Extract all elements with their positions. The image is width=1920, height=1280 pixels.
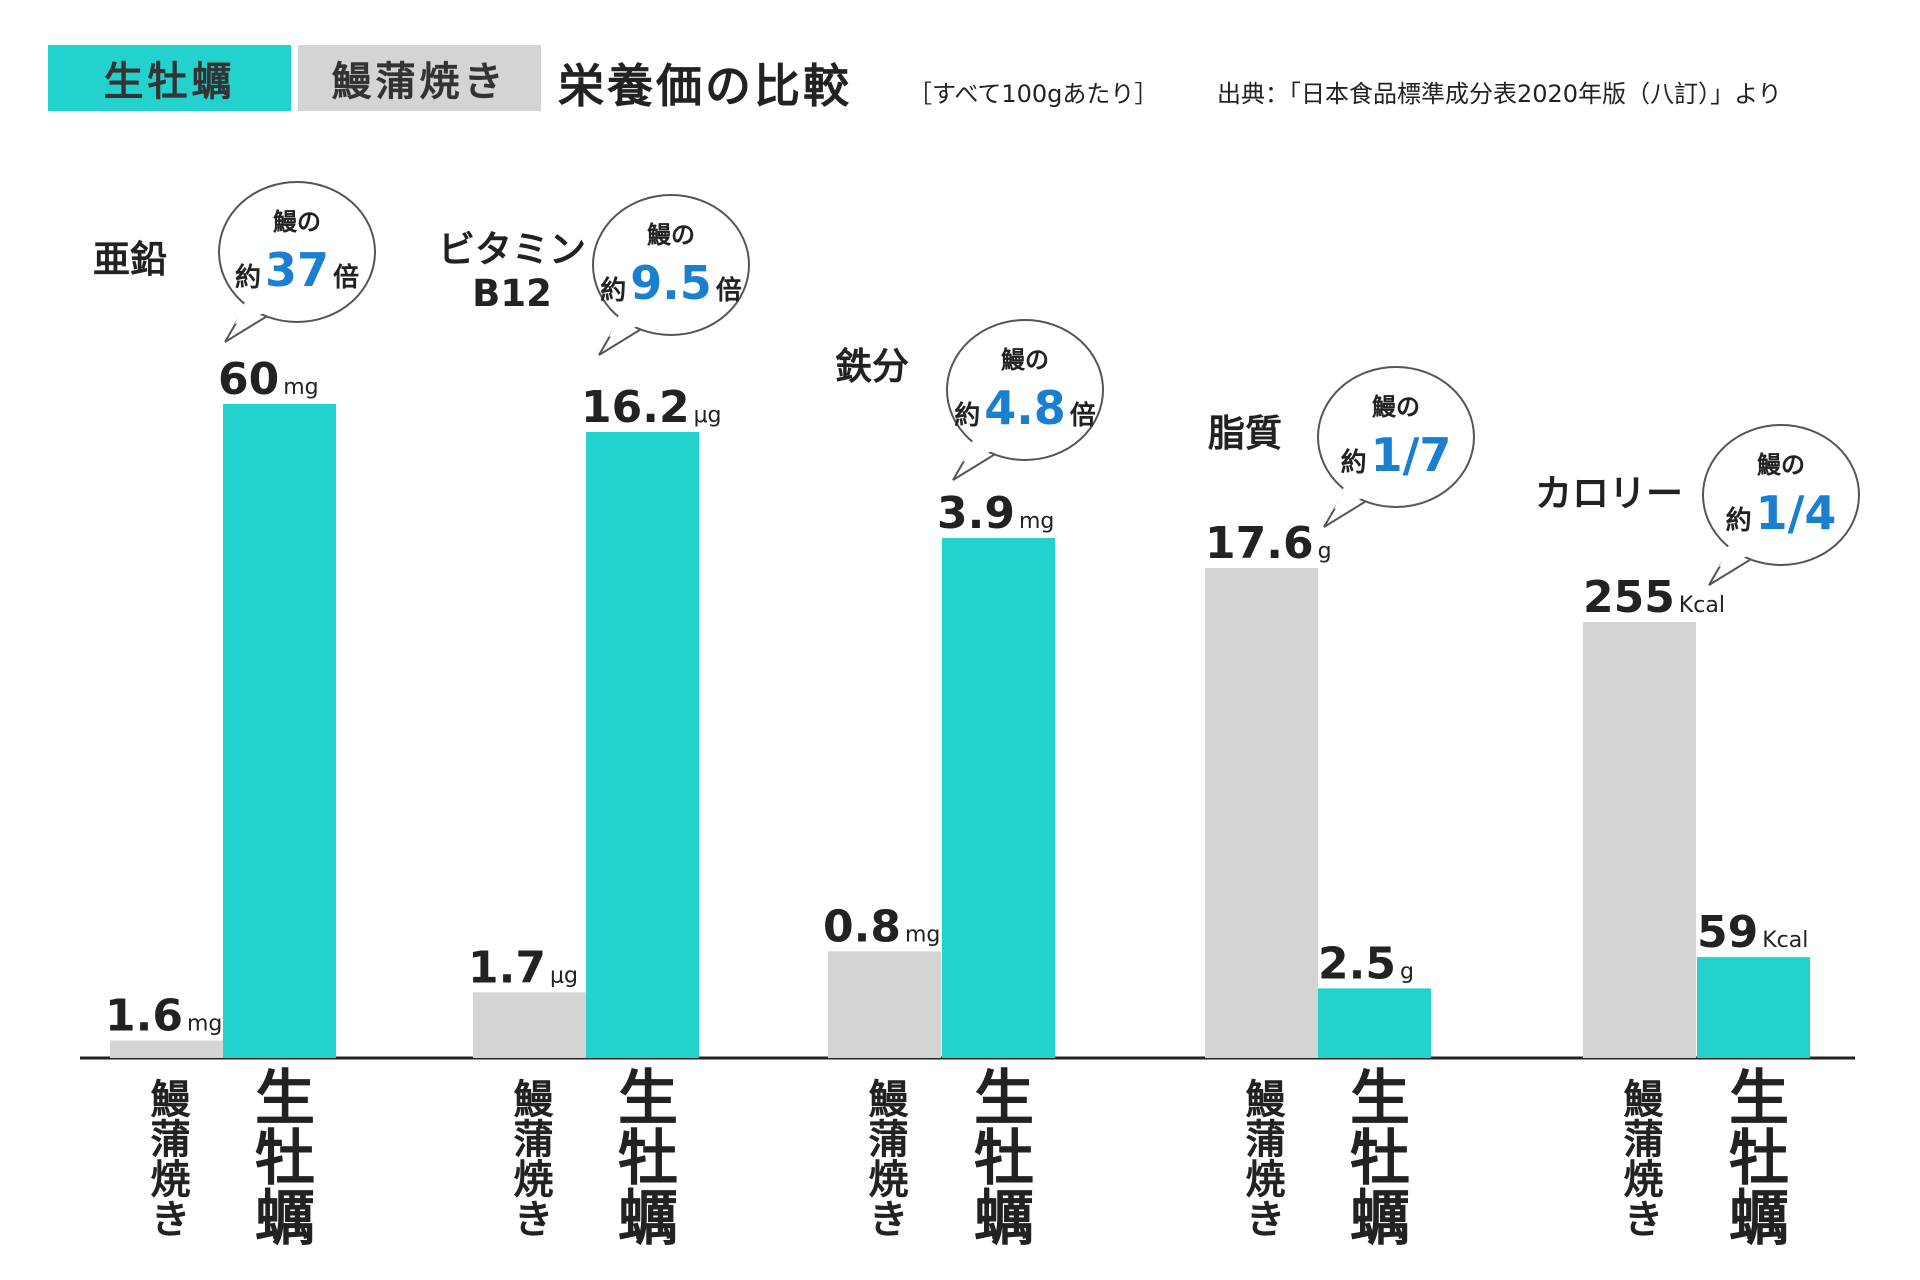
bubble-ratio-0: 約37 倍 <box>235 243 359 297</box>
nutrient-title-3: 脂質 <box>1208 412 1282 456</box>
nutrient-title-line: ビタミン <box>438 228 586 271</box>
bubble-line1-1: 鰻の <box>647 221 695 249</box>
bar-oyster-1 <box>586 432 699 1058</box>
category-eel-2: 鰻蒲焼き <box>861 1078 908 1238</box>
unit-note: ［すべて100gあたり］ <box>908 80 1159 108</box>
bubble-ratio-4: 約1/4 <box>1726 486 1837 540</box>
bubble-1 <box>592 194 750 336</box>
bubble-tail-cover-4 <box>1719 545 1751 567</box>
bubble-ratio-2: 約4.8 倍 <box>954 381 1096 435</box>
nutrient-title-2: 鉄分 <box>835 345 909 389</box>
value-eel-1: 1.7 μg <box>468 942 578 993</box>
value-oyster-4: 59 Kcal <box>1697 907 1808 958</box>
bar-oyster-3 <box>1318 988 1431 1058</box>
chart-title: 栄養価の比較 <box>558 59 852 113</box>
nutrient-title-1: ビタミン B12 <box>438 228 586 316</box>
bar-oyster-4 <box>1697 957 1810 1058</box>
value-oyster-1: 16.2 μg <box>581 382 722 433</box>
bubble-ratio-3: 約1/7 <box>1341 428 1452 482</box>
category-eel-4: 鰻蒲焼き <box>1616 1078 1663 1238</box>
bubble-tail-cover-2 <box>963 440 995 462</box>
bubble-line1-4: 鰻の <box>1757 451 1805 479</box>
bubble-line1-2: 鰻の <box>1001 346 1049 374</box>
bubble-tail-cover-1 <box>609 315 641 337</box>
source-note: 出典：「日本食品標準成分表2020年版（八訂）」より <box>1217 80 1782 108</box>
bar-eel-3 <box>1205 568 1318 1058</box>
category-oyster-2: 生牡蠣 <box>963 1066 1034 1246</box>
value-oyster-2: 3.9 mg <box>937 488 1054 539</box>
value-eel-4: 255 Kcal <box>1583 572 1725 623</box>
category-oyster-4: 生牡蠣 <box>1718 1066 1789 1246</box>
value-oyster-0: 60 mg <box>218 354 319 405</box>
bar-eel-1 <box>473 992 586 1058</box>
nutrient-title-line: 亜鉛 <box>93 238 167 281</box>
bubble-0 <box>218 181 376 323</box>
bar-oyster-2 <box>942 538 1055 1058</box>
bar-eel-2 <box>828 951 941 1058</box>
bubble-line1-3: 鰻の <box>1372 393 1420 421</box>
bar-eel-0 <box>110 1040 223 1058</box>
category-eel-3: 鰻蒲焼き <box>1238 1078 1285 1238</box>
nutrient-title-4: カロリー <box>1535 472 1683 516</box>
bubble-tail-cover-3 <box>1334 487 1366 509</box>
nutrient-title-0: 亜鉛 <box>93 238 167 282</box>
bubble-3 <box>1317 366 1475 508</box>
category-eel-1: 鰻蒲焼き <box>506 1078 553 1238</box>
category-eel-0: 鰻蒲焼き <box>143 1078 190 1238</box>
value-eel-3: 17.6 g <box>1205 518 1332 569</box>
bubble-4 <box>1702 424 1860 566</box>
legend-eel: 鰻蒲焼き <box>298 45 541 111</box>
bubble-line1-0: 鰻の <box>273 208 321 236</box>
category-oyster-0: 生牡蠣 <box>244 1066 315 1246</box>
bubble-ratio-1: 約9.5 倍 <box>600 256 742 310</box>
nutrient-title-line: B12 <box>472 272 552 315</box>
value-oyster-3: 2.5 g <box>1318 938 1414 989</box>
bubble-2 <box>946 319 1104 461</box>
bubble-tail-cover-0 <box>235 302 267 324</box>
nutrient-title-line: 脂質 <box>1208 412 1282 455</box>
legend-oyster: 生牡蠣 <box>48 45 291 111</box>
category-oyster-3: 生牡蠣 <box>1339 1066 1410 1246</box>
bar-eel-4 <box>1583 622 1696 1058</box>
nutrient-title-line: 鉄分 <box>835 345 909 388</box>
value-eel-0: 1.6 mg <box>105 991 222 1042</box>
value-eel-2: 0.8 mg <box>823 901 940 952</box>
category-oyster-1: 生牡蠣 <box>607 1066 678 1246</box>
bar-oyster-0 <box>223 404 336 1058</box>
nutrient-title-line: カロリー <box>1535 472 1683 515</box>
